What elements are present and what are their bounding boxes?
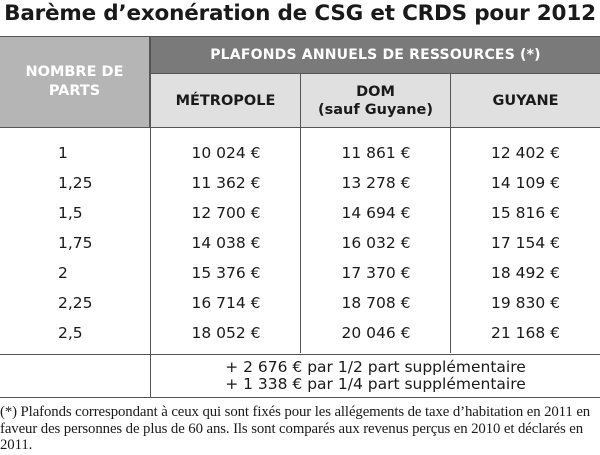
- divider: [151, 73, 600, 74]
- guyane-header-label: GUYANE: [492, 92, 559, 109]
- divider: [450, 74, 451, 353]
- parts-cell: 1,25: [58, 174, 93, 192]
- parts-column-header: NOMBRE DE PARTS: [0, 37, 150, 127]
- dom-cell: 14 694 €: [341, 204, 411, 222]
- parts-cell: 1,5: [58, 204, 83, 222]
- guyane-cell: 18 492 €: [490, 264, 561, 282]
- ceilings-header-label: PLAFONDS ANNUELS DE RESSOURCES (*): [210, 47, 541, 63]
- parts-header-label: NOMBRE DE PARTS: [25, 64, 124, 99]
- divider: [0, 354, 600, 355]
- guyane-column-header: GUYANE: [451, 74, 600, 127]
- dom-header-sublabel: (sauf Guyane): [318, 101, 433, 118]
- dom-cell: 20 046 €: [341, 324, 411, 342]
- parts-cell: 1: [58, 144, 68, 162]
- divider: [0, 127, 600, 128]
- guyane-cell: 19 830 €: [490, 294, 561, 312]
- guyane-cell: 12 402 €: [490, 144, 561, 162]
- parts-cell: 2,25: [58, 294, 93, 312]
- metropole-cell: 10 024 €: [191, 144, 261, 162]
- dom-cell: 13 278 €: [341, 174, 411, 192]
- dom-cell: 16 032 €: [341, 234, 411, 252]
- divider: [150, 37, 151, 397]
- metropole-cell: 16 714 €: [191, 294, 261, 312]
- dom-cell: 18 708 €: [341, 294, 411, 312]
- extra-half-part: + 2 676 € par 1/2 part supplémentaire: [225, 358, 526, 376]
- divider: [300, 74, 301, 353]
- parts-cell: 2,5: [58, 324, 83, 342]
- metropole-header-label: MÉTROPOLE: [175, 92, 276, 109]
- parts-cell: 2: [58, 264, 68, 282]
- exemption-table: NOMBRE DE PARTS PLAFONDS ANNUELS DE RESS…: [0, 36, 600, 398]
- metropole-column-header: MÉTROPOLE: [151, 74, 300, 127]
- extra-quarter-part: + 1 338 € par 1/4 part supplémentaire: [225, 375, 526, 393]
- guyane-cell: 17 154 €: [490, 234, 561, 252]
- ceilings-header: PLAFONDS ANNUELS DE RESSOURCES (*): [151, 37, 600, 73]
- guyane-cell: 14 109 €: [490, 174, 561, 192]
- parts-cell: 1,75: [58, 234, 93, 252]
- dom-header-label: DOM: [356, 83, 395, 100]
- metropole-cell: 14 038 €: [191, 234, 261, 252]
- guyane-cell: 15 816 €: [490, 204, 561, 222]
- page-title: Barème d’exonération de CSG et CRDS pour…: [4, 1, 596, 26]
- guyane-cell: 21 168 €: [490, 324, 561, 342]
- dom-cell: 11 861 €: [341, 144, 411, 162]
- footnote: (*) Plafonds correspondant à ceux qui so…: [0, 404, 591, 453]
- metropole-cell: 15 376 €: [191, 264, 261, 282]
- dom-cell: 17 370 €: [341, 264, 411, 282]
- dom-column-header: DOM (sauf Guyane): [301, 74, 450, 127]
- metropole-cell: 11 362 €: [191, 174, 261, 192]
- metropole-cell: 12 700 €: [191, 204, 261, 222]
- metropole-cell: 18 052 €: [191, 324, 261, 342]
